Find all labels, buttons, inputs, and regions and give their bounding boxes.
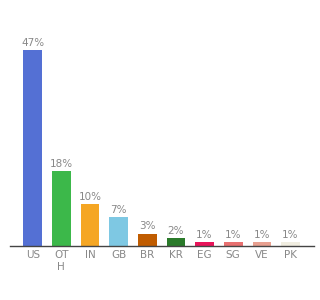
Text: 7%: 7% [110, 205, 127, 215]
Bar [52, 171, 71, 246]
Text: 1%: 1% [225, 230, 242, 240]
Text: 1%: 1% [282, 230, 299, 240]
Text: 2%: 2% [168, 226, 184, 236]
Text: 3%: 3% [139, 221, 156, 231]
Bar [109, 217, 128, 246]
Bar [252, 242, 271, 246]
Text: 1%: 1% [253, 230, 270, 240]
Bar [281, 242, 300, 246]
Bar [23, 50, 42, 246]
Bar [224, 242, 243, 246]
Text: 10%: 10% [78, 192, 101, 202]
Bar [138, 233, 156, 246]
Text: 1%: 1% [196, 230, 213, 240]
Bar [167, 238, 185, 246]
Bar [195, 242, 214, 246]
Bar [81, 204, 99, 246]
Text: 18%: 18% [50, 159, 73, 169]
Text: 47%: 47% [21, 38, 44, 48]
